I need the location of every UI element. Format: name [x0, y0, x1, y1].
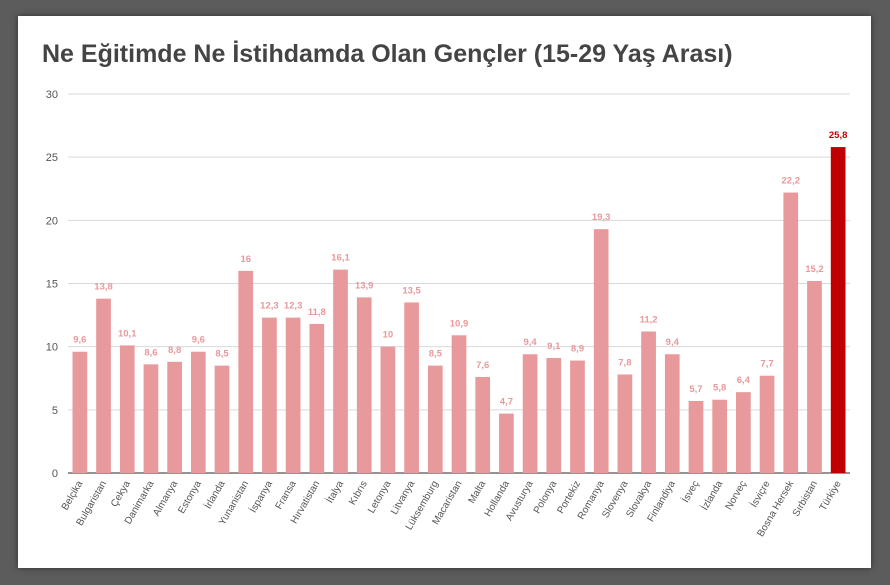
bar [522, 354, 538, 473]
data-label: 9,4 [666, 337, 680, 348]
data-label: 5,8 [713, 383, 726, 394]
bar-chart: 0 5 10 15 20 25 30 9,6 13,8 10,1 8,6 8,8 9,6 8,5 16 12… [46, 89, 850, 539]
bar [641, 331, 656, 473]
category-label: Belçika [60, 479, 86, 513]
category-label: İspanya [246, 478, 275, 515]
data-label: 11,2 [640, 315, 658, 326]
chart-frame: Ne Eğitimde Ne İstihdamda Olan Gençler (… [18, 16, 871, 568]
bar [593, 229, 609, 473]
data-label: 7,6 [476, 360, 489, 371]
data-label: 12,3 [260, 301, 279, 312]
bars [72, 147, 846, 474]
data-label: 22,2 [782, 176, 801, 187]
data-label: 8,5 [215, 349, 229, 360]
bar [688, 400, 704, 473]
data-label: 5,7 [689, 384, 702, 395]
data-label: 8,9 [571, 344, 584, 355]
bar [736, 392, 751, 473]
bar [759, 375, 775, 473]
bar [285, 317, 301, 473]
data-label: 8,5 [429, 349, 443, 360]
chart-title: Ne Eğitimde Ne İstihdamda Olan Gençler (… [42, 40, 733, 68]
bar [214, 365, 230, 473]
data-label: 4,7 [500, 397, 513, 408]
bar [570, 360, 585, 473]
data-label: 8,8 [168, 345, 181, 356]
data-label: 11,8 [308, 307, 326, 318]
y-tick-label: 15 [46, 279, 58, 291]
data-label: 13,5 [402, 285, 421, 296]
bar [309, 323, 325, 473]
category-label: Çekya [109, 479, 133, 509]
bar [712, 399, 728, 473]
bar [830, 147, 846, 473]
data-label: 9,6 [73, 335, 86, 346]
data-label: 19,3 [592, 212, 611, 223]
category-label: İrlanda [201, 478, 228, 511]
data-label: 15,2 [805, 264, 824, 275]
bar [404, 302, 419, 473]
bar [356, 297, 372, 473]
bar [546, 358, 562, 473]
data-label: 9,4 [523, 337, 537, 348]
y-tick-label: 5 [52, 405, 58, 417]
data-labels: 9,6 13,8 10,1 8,6 8,8 9,6 8,5 16 12,3 12,3 11,8 16,… [73, 130, 847, 408]
y-tick-label: 20 [46, 215, 58, 227]
category-label: İsviçre [747, 478, 773, 510]
data-label: 10 [383, 330, 394, 341]
data-label: 8,6 [144, 347, 157, 358]
data-label: 25,8 [829, 130, 848, 141]
data-label: 7,8 [618, 357, 631, 368]
y-tick-label: 10 [46, 342, 58, 354]
data-label: 10,9 [450, 318, 469, 329]
bar [96, 298, 111, 473]
category-label: Türkiye [818, 479, 844, 513]
bar [475, 376, 491, 473]
category-label: İsveç [679, 478, 702, 505]
bar [190, 351, 206, 473]
bar [499, 413, 514, 473]
category-label: Norveç [724, 479, 749, 512]
data-label: 16 [240, 254, 251, 265]
bar [807, 280, 822, 473]
y-axis-tick-labels: 0 5 10 15 20 25 30 [46, 89, 58, 480]
category-label: Fransa [274, 479, 299, 512]
category-label: Kıbrıs [347, 479, 370, 507]
data-label: 6,4 [737, 375, 751, 386]
bar [72, 351, 88, 473]
y-tick-label: 0 [52, 468, 58, 480]
bar [664, 354, 680, 473]
data-label: 13,8 [94, 282, 113, 293]
bar [238, 270, 254, 473]
category-label: İzlanda [698, 478, 726, 513]
bar [617, 374, 633, 473]
bar [380, 346, 396, 473]
data-label: 9,1 [547, 341, 561, 352]
data-label: 10,1 [118, 328, 137, 339]
category-label: İtalya [323, 478, 346, 506]
bar [262, 317, 277, 473]
data-label: 7,7 [760, 359, 773, 370]
data-label: 13,9 [355, 280, 374, 291]
category-label: Malta [467, 479, 489, 506]
data-label: 12,3 [284, 301, 303, 312]
bar [451, 335, 467, 473]
bar [333, 269, 348, 473]
category-label: Estonya [176, 479, 204, 516]
data-label: 16,1 [331, 253, 350, 264]
bar [427, 365, 443, 473]
y-tick-label: 25 [46, 152, 58, 164]
bar [143, 364, 159, 473]
data-label: 9,6 [192, 335, 205, 346]
bar [783, 192, 799, 474]
bar [167, 361, 182, 473]
bar [119, 345, 135, 473]
y-tick-label: 30 [46, 89, 58, 101]
